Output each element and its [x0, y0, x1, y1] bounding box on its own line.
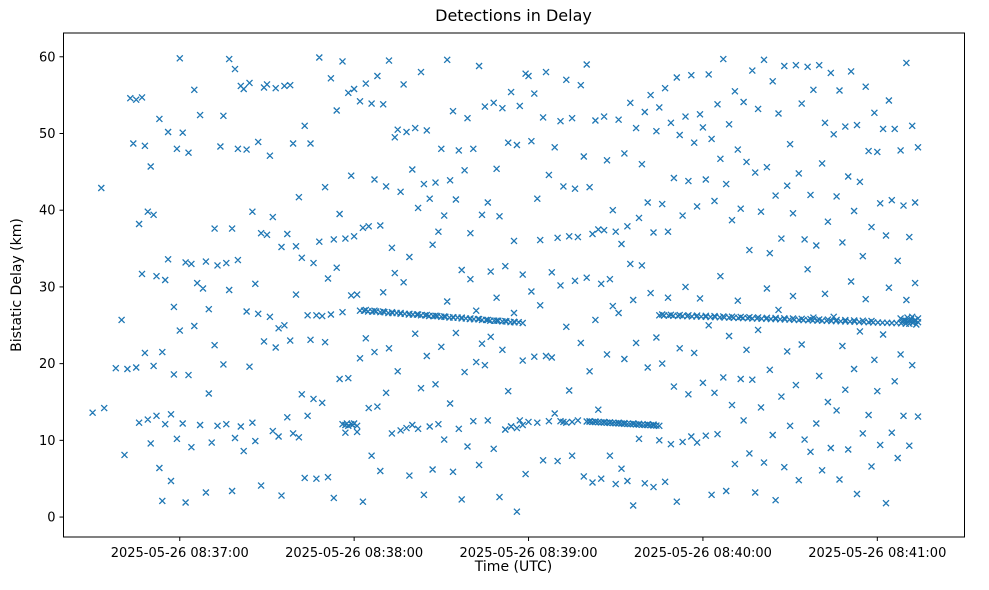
y-tick-label: 40 — [39, 204, 56, 219]
scatter-points-track-3-overlay — [586, 417, 657, 429]
y-tick-label: 20 — [39, 357, 56, 372]
y-tick-label: 10 — [39, 434, 56, 449]
x-tick-label: 2025-05-26 08:41:00 — [808, 546, 946, 561]
x-tick-label: 2025-05-26 08:37:00 — [111, 546, 249, 561]
scatter-points-track-2-overlay — [658, 311, 875, 325]
scatter-points-track-2-end-blob — [897, 313, 922, 328]
scatter-points-low-delay-cluster — [339, 417, 576, 434]
y-tick-label: 30 — [39, 280, 56, 295]
x-tick-label: 2025-05-26 08:39:00 — [459, 546, 597, 561]
x-axis-label: Time (UTC) — [474, 559, 553, 575]
plot-title: Detections in Delay — [435, 6, 592, 25]
scatter-points-track-1-overlay — [362, 306, 518, 326]
y-tick-label: 60 — [39, 50, 56, 65]
y-tick-label: 50 — [39, 127, 56, 142]
x-tick-label: 2025-05-26 08:40:00 — [634, 546, 772, 561]
y-axis-label: Bistatic Delay (km) — [9, 218, 25, 352]
scatter-points-detections — [89, 54, 922, 516]
x-tick-label: 2025-05-26 08:38:00 — [285, 546, 423, 561]
axes-frame — [63, 32, 965, 538]
y-tick-label: 0 — [47, 511, 55, 526]
